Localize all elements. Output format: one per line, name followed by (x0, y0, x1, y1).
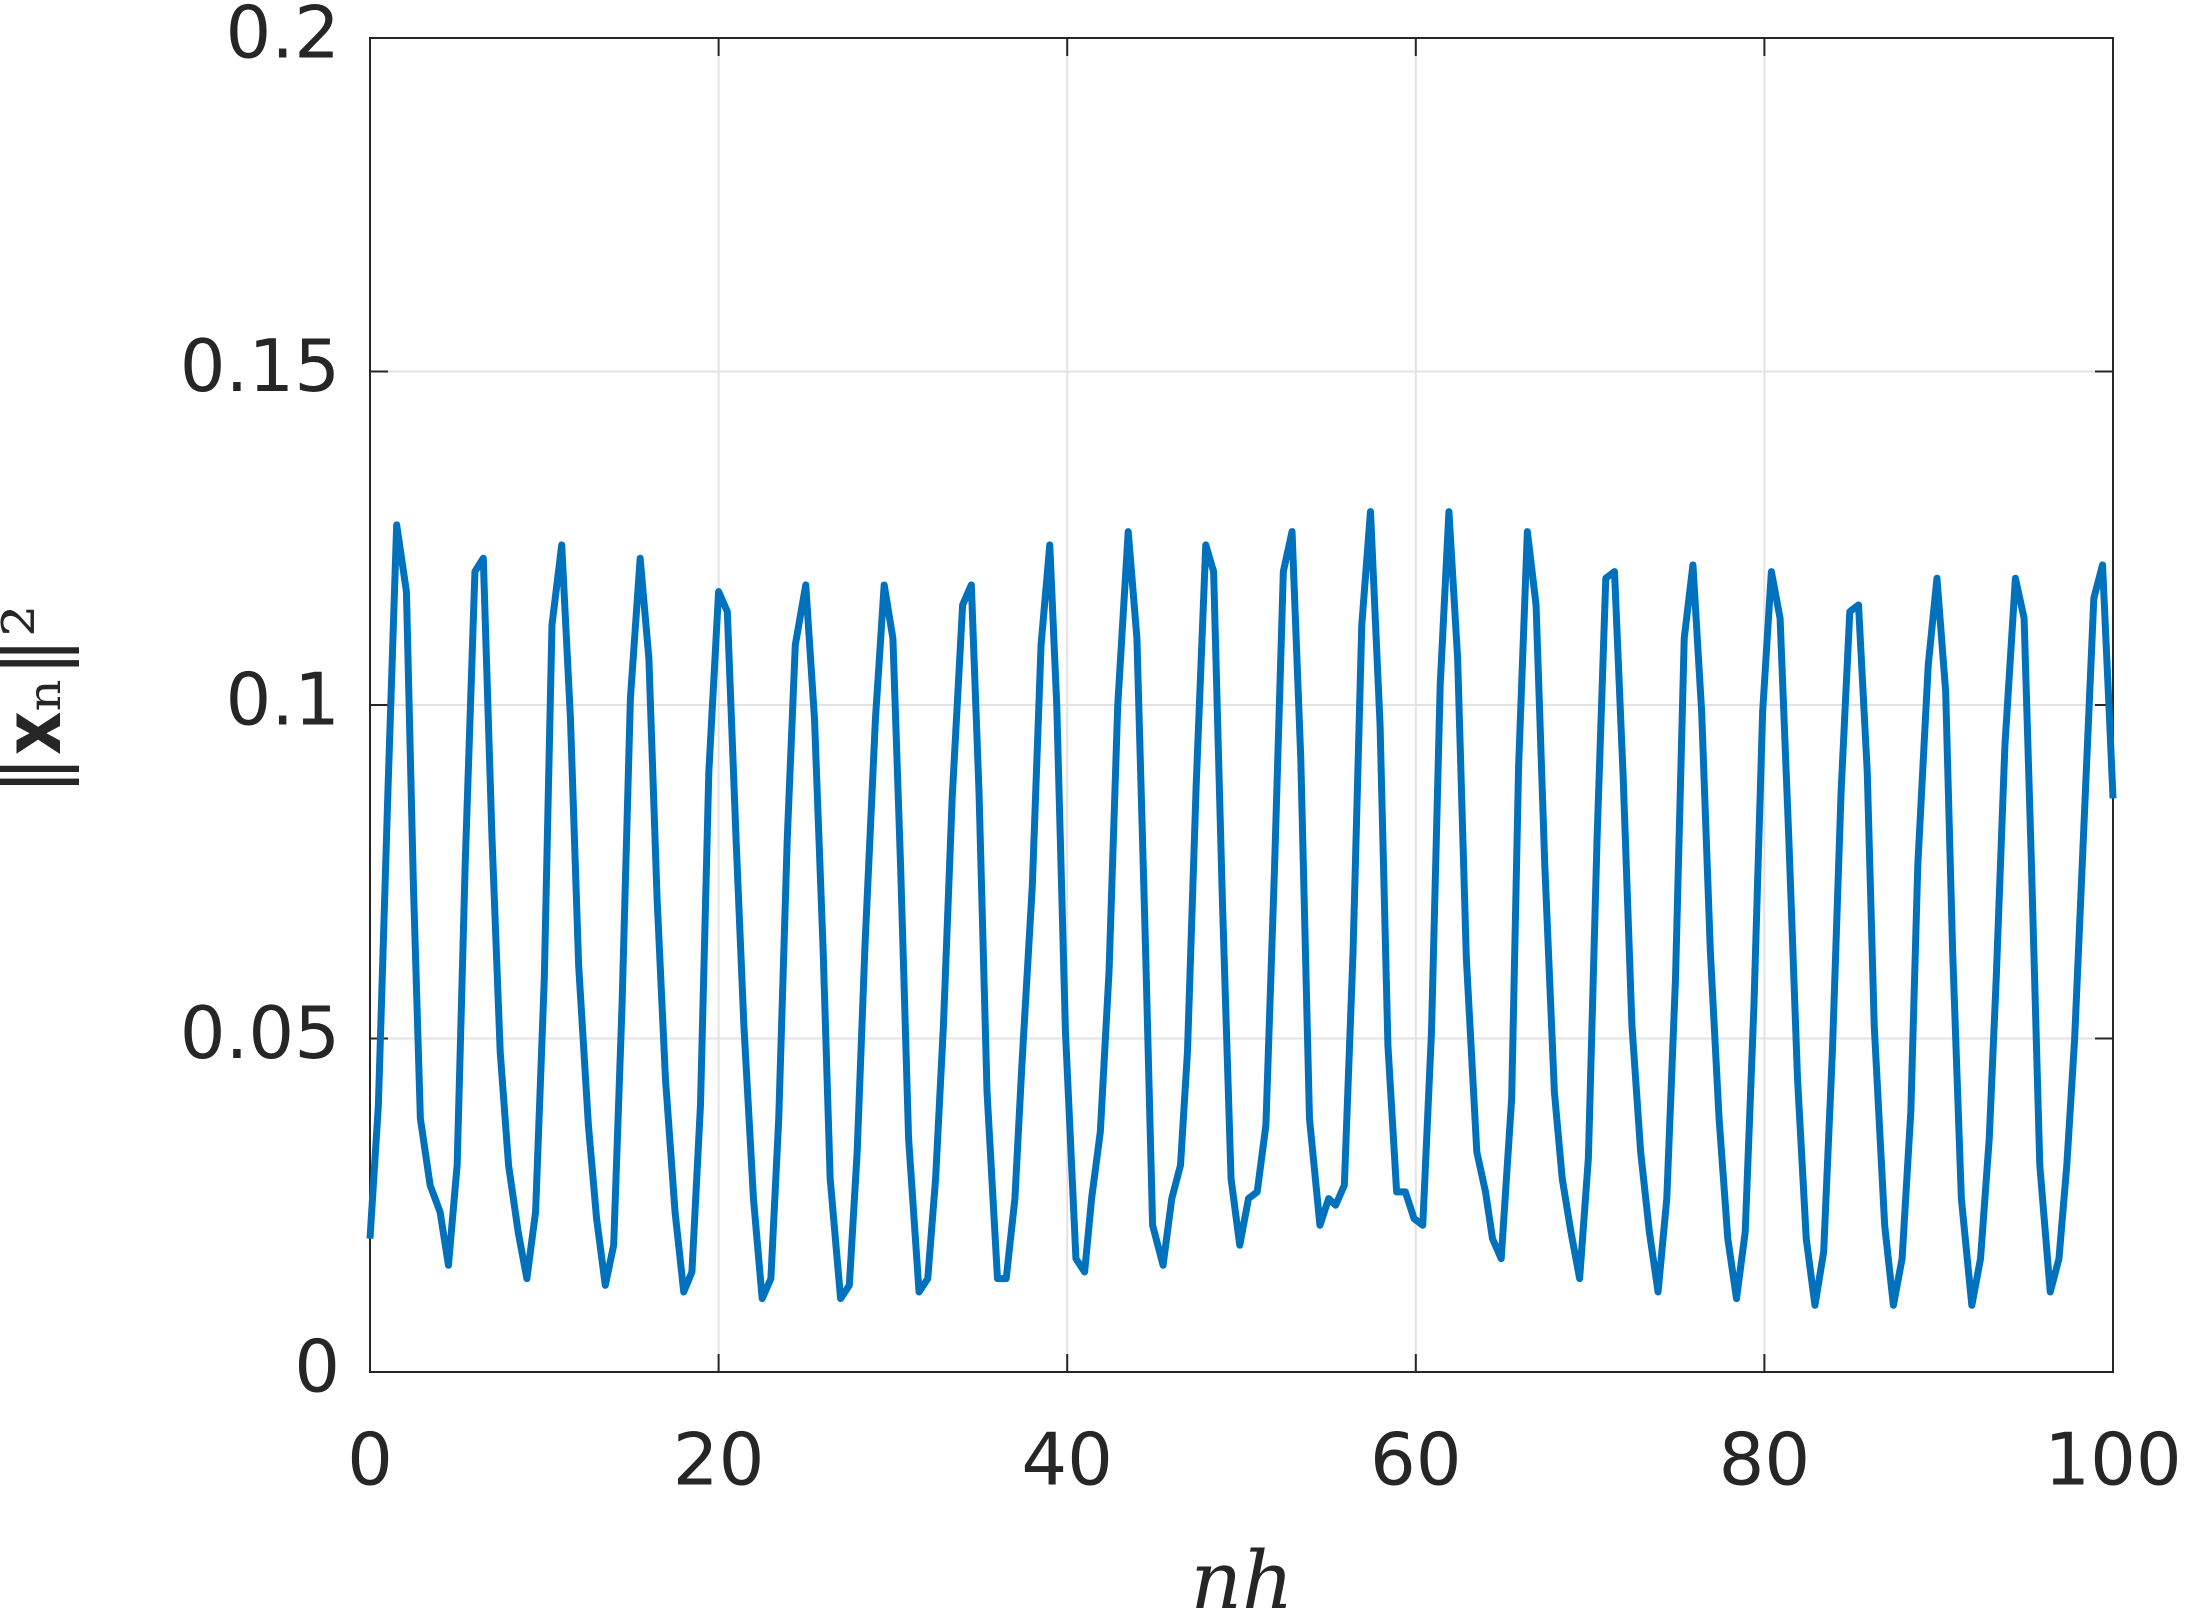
x-tick-label: 40 (1021, 1418, 1113, 1502)
y-axis-label: ‖𝐱ₙ‖² (0, 605, 79, 796)
x-tick-label: 80 (1719, 1418, 1811, 1502)
x-tick-label: 100 (2044, 1418, 2181, 1502)
x-axis-label: nh (1190, 1534, 1293, 1620)
x-tick-label: 60 (1370, 1418, 1462, 1502)
data-line (366, 508, 2117, 1309)
y-tick-label: 0.15 (180, 324, 340, 408)
y-tick-label: 0.05 (180, 991, 340, 1075)
y-tick-label: 0 (294, 1325, 340, 1409)
y-tick-label: 0.2 (225, 0, 340, 75)
plot-frame (369, 37, 2114, 1373)
x-tick-label: 20 (673, 1418, 765, 1502)
x-tick-label: 0 (347, 1418, 393, 1502)
y-tick-label: 0.1 (225, 658, 340, 742)
